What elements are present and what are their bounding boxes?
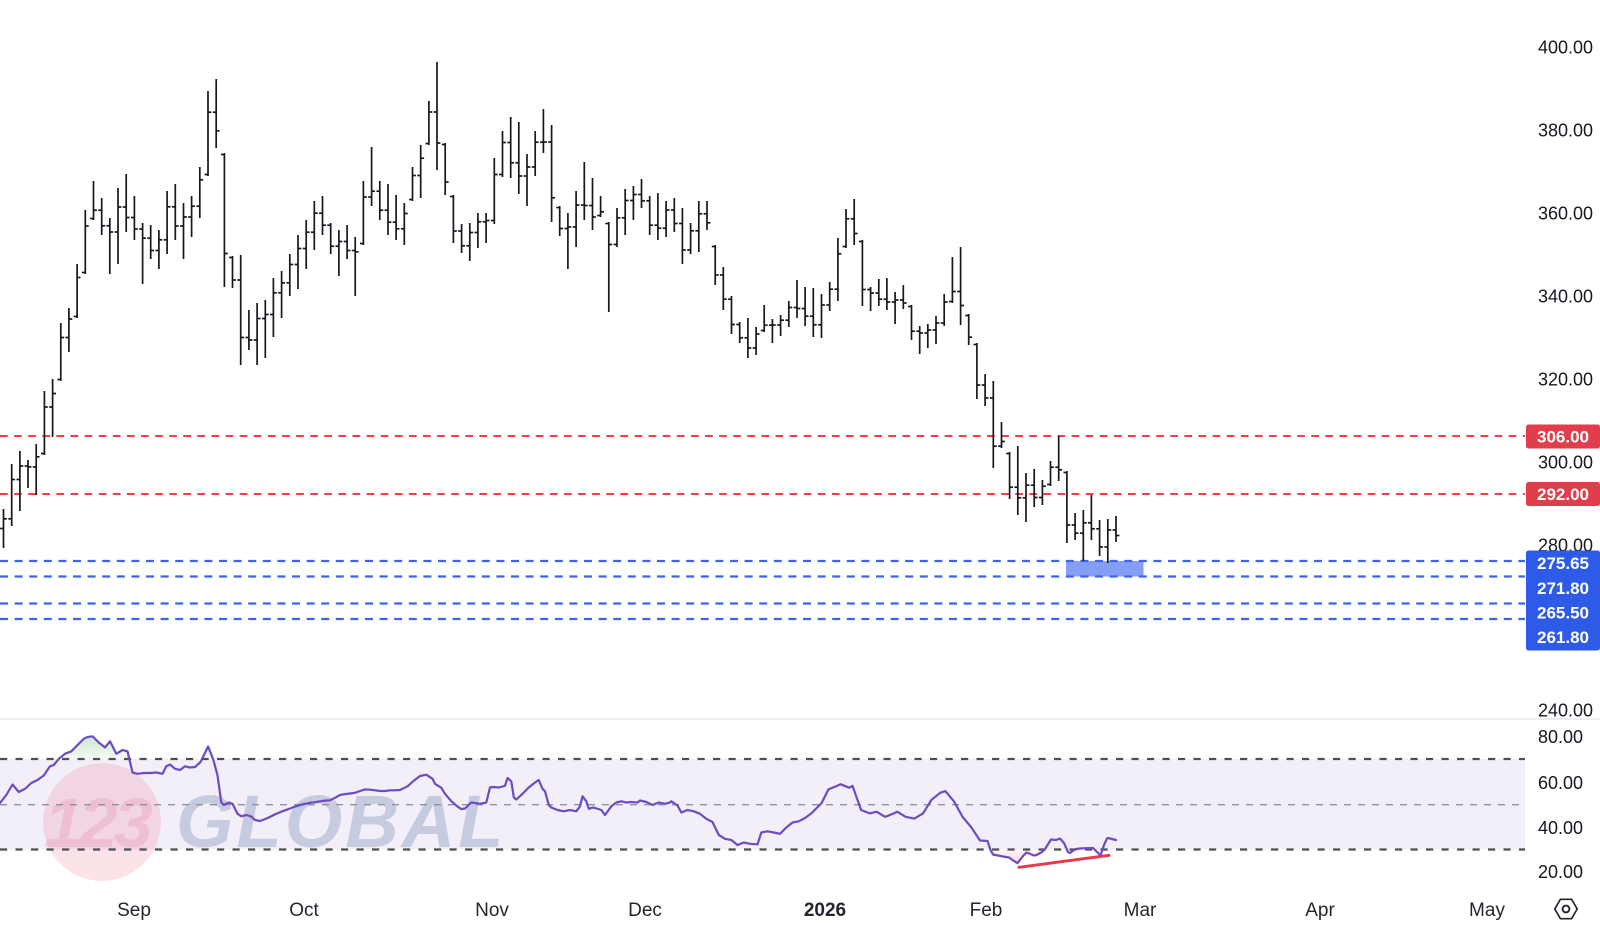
svg-text:400.00: 400.00 — [1538, 38, 1593, 58]
svg-text:Nov: Nov — [475, 900, 509, 921]
svg-text:60.00: 60.00 — [1538, 773, 1583, 793]
svg-text:360.00: 360.00 — [1538, 204, 1593, 224]
svg-text:261.80: 261.80 — [1537, 628, 1589, 647]
svg-text:340.00: 340.00 — [1538, 287, 1593, 307]
svg-text:GLOBAL: GLOBAL — [176, 780, 506, 863]
svg-text:380.00: 380.00 — [1538, 121, 1593, 141]
svg-text:240.00: 240.00 — [1538, 701, 1593, 721]
svg-text:292.00: 292.00 — [1537, 485, 1589, 504]
svg-text:Feb: Feb — [970, 900, 1003, 921]
svg-text:Sep: Sep — [117, 900, 151, 921]
svg-text:Oct: Oct — [289, 900, 319, 921]
svg-text:265.50: 265.50 — [1537, 604, 1589, 623]
svg-text:320.00: 320.00 — [1538, 370, 1593, 390]
svg-text:May: May — [1469, 900, 1505, 921]
svg-text:2026: 2026 — [804, 900, 846, 921]
svg-text:40.00: 40.00 — [1538, 818, 1583, 838]
svg-text:Mar: Mar — [1124, 900, 1157, 921]
svg-text:Apr: Apr — [1305, 900, 1335, 921]
svg-text:300.00: 300.00 — [1538, 453, 1593, 473]
svg-text:Dec: Dec — [628, 900, 662, 921]
svg-text:275.65: 275.65 — [1537, 554, 1589, 573]
svg-text:80.00: 80.00 — [1538, 727, 1583, 747]
svg-text:20.00: 20.00 — [1538, 862, 1583, 882]
svg-text:271.80: 271.80 — [1537, 579, 1589, 598]
svg-text:306.00: 306.00 — [1537, 428, 1589, 447]
